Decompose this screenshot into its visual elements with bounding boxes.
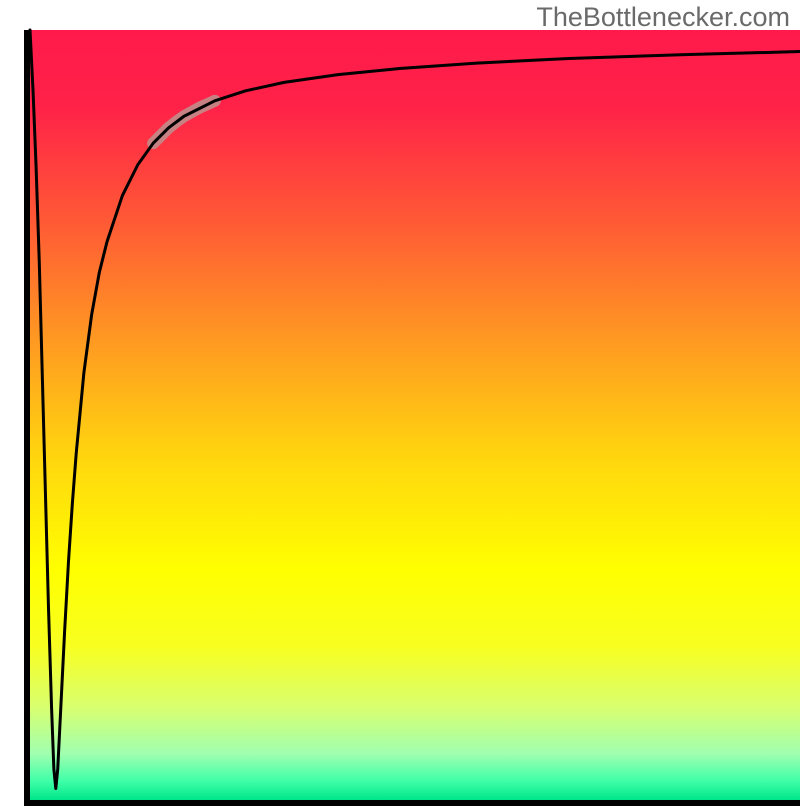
x-axis [24,800,800,806]
chart-container: TheBottlenecker.com [0,0,800,800]
watermark-text: TheBottlenecker.com [536,2,790,33]
y-axis [24,30,30,800]
bottleneck-curve [30,30,800,800]
plot-area [30,30,800,800]
